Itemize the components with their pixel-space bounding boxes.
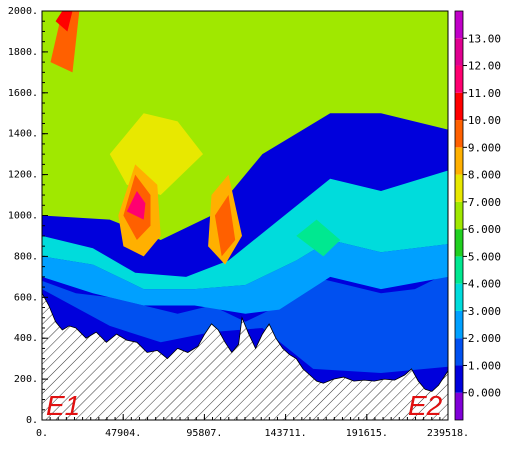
colorbar-swatch xyxy=(455,38,463,66)
x-tick-label: 47904. xyxy=(105,428,141,439)
y-tick-label: 1800. xyxy=(8,47,38,58)
contour-region-3 xyxy=(296,219,341,257)
colorbar-label: 9.000 xyxy=(468,141,501,154)
y-tick-label: 200. xyxy=(14,374,38,385)
colorbar-label: 11.00 xyxy=(468,87,501,100)
y-tick-label: 1000. xyxy=(8,211,38,222)
colorbar-label: 12.00 xyxy=(468,60,501,73)
colorbar-label: 4.000 xyxy=(468,278,501,291)
endpoint-left-label: E1 xyxy=(46,390,80,421)
colorbar-swatch xyxy=(455,201,463,230)
contour-region-8 xyxy=(126,191,146,220)
x-tick-label: 95807. xyxy=(186,428,222,439)
endpoint-right-label: E2 xyxy=(408,390,443,421)
colorbar-label: 0.000 xyxy=(468,387,501,400)
contour-region-12 xyxy=(55,11,73,32)
colorbar-label: 1.000 xyxy=(468,359,501,372)
x-tick-label: 143711. xyxy=(265,428,307,439)
y-tick-label: 2000. xyxy=(8,6,38,17)
colorbar-swatch xyxy=(455,256,463,284)
plot-area xyxy=(42,11,448,420)
colorbar-label: 3.000 xyxy=(468,305,501,318)
colorbar-label: 7.000 xyxy=(468,196,501,209)
colorbar-label: 6.000 xyxy=(468,223,501,236)
colorbar-swatch xyxy=(455,11,463,39)
colorbar-swatch xyxy=(455,229,463,257)
y-tick-label: 800. xyxy=(14,251,38,262)
colorbar: 0.000 1.000 2.000 3.000 4.000 5.000 6.000 7.000… xyxy=(454,10,501,421)
y-tick-label: 400. xyxy=(14,333,38,344)
colorbar-swatch xyxy=(455,392,463,420)
y-tick-label: 600. xyxy=(14,292,38,303)
y-tick-label: 1600. xyxy=(8,88,38,99)
colorbar-swatch xyxy=(455,92,463,121)
terrain-hatch xyxy=(42,293,448,420)
contour-region-1 xyxy=(42,240,448,314)
colorbar-label: 5.000 xyxy=(468,250,501,263)
colorbar-label: 10.00 xyxy=(468,114,501,127)
contour-region-10 xyxy=(214,195,236,257)
axes: 0. 47904. 95807. 143711. 191615. 239518. 0. 200… xyxy=(8,6,469,439)
colorbar-label: 2.000 xyxy=(468,332,501,345)
colorbar-swatch xyxy=(455,65,463,93)
contour-region-2 xyxy=(42,170,448,290)
colorbar-swatch xyxy=(455,310,463,339)
colorbar-swatch xyxy=(455,120,463,148)
colorbar-label: 13.00 xyxy=(468,32,501,45)
colorbar-swatch xyxy=(455,283,463,311)
colorbar-swatch xyxy=(455,147,463,175)
x-tick-label: 191615. xyxy=(346,428,388,439)
colorbar-frame xyxy=(454,10,464,421)
y-tick-label: 0. xyxy=(26,415,38,426)
colorbar-swatch xyxy=(455,365,463,393)
contour-region-0 xyxy=(42,272,448,373)
colorbar-swatch xyxy=(455,338,463,366)
colorbar-label: 8.000 xyxy=(468,169,501,182)
colorbar-swatch xyxy=(455,174,463,202)
x-tick-label: 239518. xyxy=(427,428,469,439)
y-tick-label: 1400. xyxy=(8,129,38,140)
y-tick-label: 1200. xyxy=(8,170,38,181)
x-tick-label: 0. xyxy=(36,428,48,439)
contour-region-11 xyxy=(50,11,80,73)
